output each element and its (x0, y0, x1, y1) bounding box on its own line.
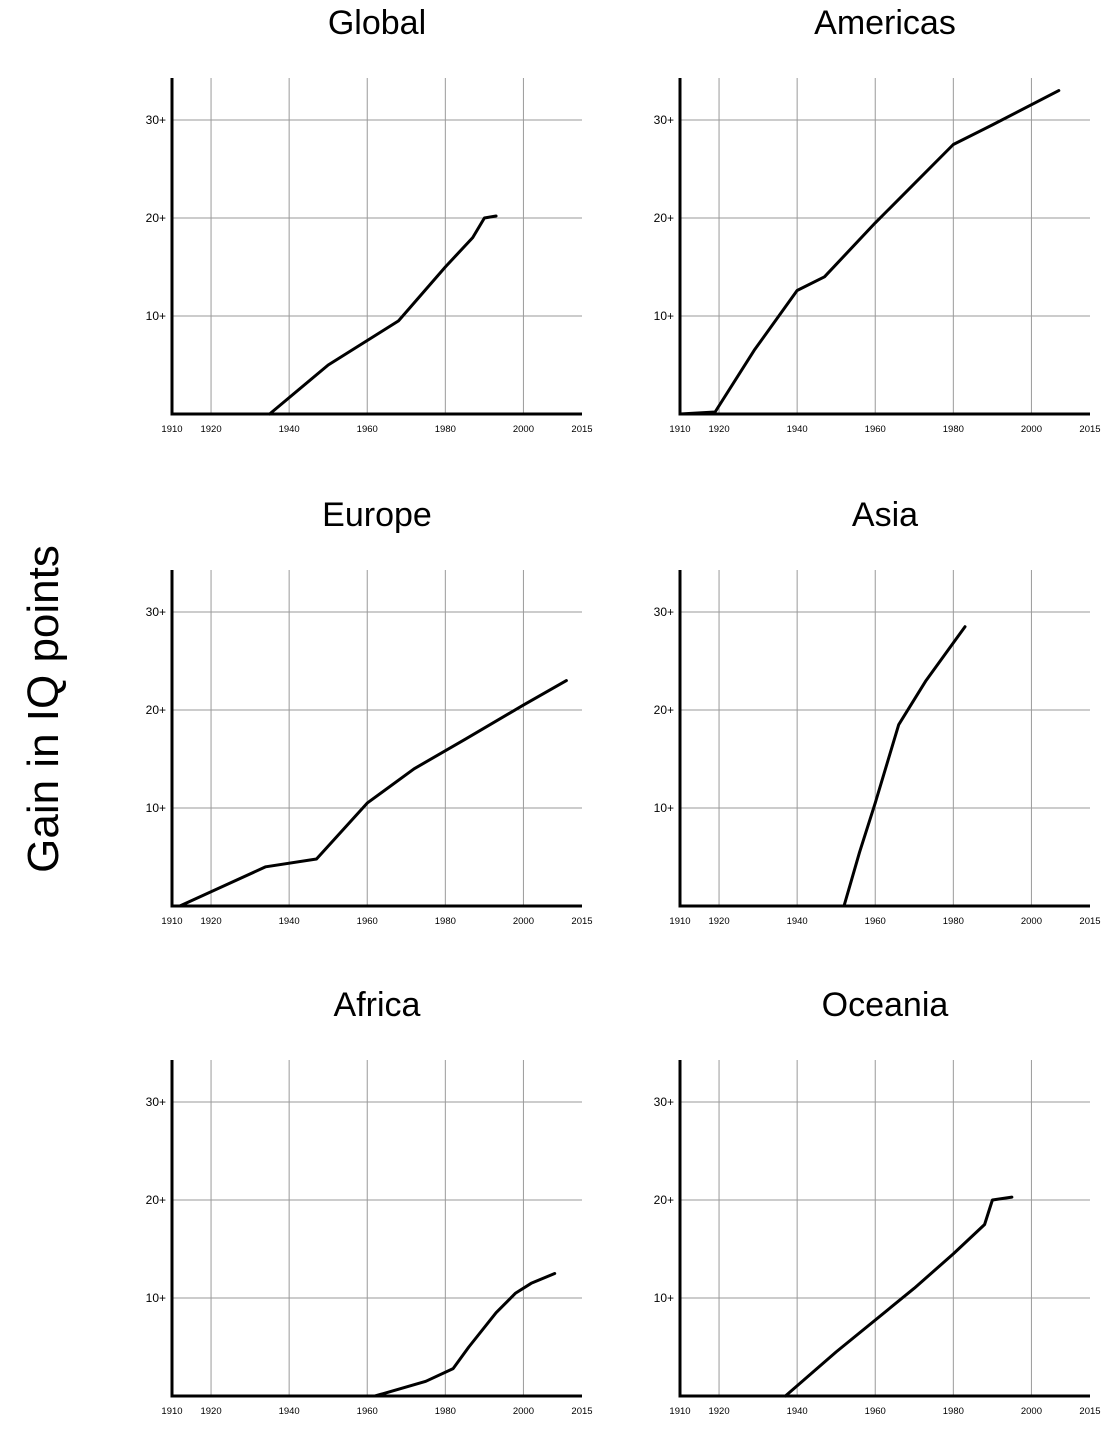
chart-title: Global (327, 4, 427, 42)
chart-panel-oceania: Oceania 10+ 20+ 30+ 1910 1920 1940 1960 1980 2000… (618, 982, 1110, 1452)
x-tick-label: 1940 (279, 916, 300, 927)
y-tick-label: 10+ (654, 801, 674, 815)
chart-panel-europe: Europe 10+ 20+ 30+ 1910 1920 1940 1960 1980 2000 2… (110, 492, 610, 962)
x-tick-label: 1980 (435, 424, 456, 435)
chart-svg: 10+ 20+ 30+ 1910 1920 1940 1960 1980 2000 2015 (654, 78, 1101, 435)
chart-svg: 10+ 20+ 30+ 1910 1920 1940 1960 1980 2000 2015 (654, 570, 1101, 927)
x-tick-label: 2000 (513, 424, 534, 435)
y-tick-label: 10+ (146, 1291, 166, 1305)
y-tick-label: 10+ (146, 801, 166, 815)
figure-y-axis-label: Gain in IQ points (19, 545, 68, 873)
x-tick-label: 1910 (669, 424, 690, 435)
y-tick-label: 20+ (146, 703, 166, 717)
y-tick-label: 30+ (146, 1095, 166, 1109)
x-tick-label: 1910 (161, 1406, 182, 1417)
x-tick-label: 1940 (279, 424, 300, 435)
x-tick-label: 1960 (357, 1406, 378, 1417)
x-tick-label: 2000 (513, 916, 534, 927)
y-tick-label: 30+ (146, 605, 166, 619)
x-tick-label: 1960 (865, 916, 886, 927)
chart-title: Oceania (821, 986, 949, 1024)
chart-title: Americas (814, 4, 956, 42)
chart-panel-americas: Americas 10+ 20+ 30+ 1910 1920 1940 1960 1980 200… (618, 0, 1110, 470)
series-line (268, 214, 498, 416)
x-tick-label: 2000 (1021, 424, 1042, 435)
x-tick-label: 1910 (161, 916, 182, 927)
y-tick-label: 10+ (654, 309, 674, 323)
y-tick-label: 30+ (654, 605, 674, 619)
series-line (842, 625, 967, 908)
x-tick-label: 1920 (200, 424, 221, 435)
x-tick-label: 1920 (200, 916, 221, 927)
y-tick-label: 10+ (654, 1291, 674, 1305)
y-tick-label: 20+ (146, 1193, 166, 1207)
series-line (783, 1195, 1014, 1398)
y-tick-label: 20+ (654, 211, 674, 225)
x-tick-label: 1910 (669, 916, 690, 927)
x-tick-label: 2000 (1021, 1406, 1042, 1417)
x-tick-label: 1920 (708, 424, 729, 435)
series-line (678, 89, 1061, 416)
series-line (373, 1272, 557, 1398)
series-line (178, 679, 568, 908)
x-tick-label: 2015 (1079, 424, 1100, 435)
x-tick-label: 2015 (1079, 916, 1100, 927)
x-tick-label: 1980 (435, 916, 456, 927)
chart-svg: 10+ 20+ 30+ 1910 1920 1940 1960 1980 2000 2015 (146, 570, 593, 927)
chart-svg: 10+ 20+ 30+ 1910 1920 1940 1960 1980 2000 2015 (146, 78, 593, 435)
x-tick-label: 1960 (357, 424, 378, 435)
y-tick-label: 30+ (654, 113, 674, 127)
x-tick-label: 1940 (787, 424, 808, 435)
x-tick-label: 2000 (513, 1406, 534, 1417)
y-tick-label: 20+ (654, 703, 674, 717)
x-tick-label: 1910 (669, 1406, 690, 1417)
x-tick-label: 1920 (200, 1406, 221, 1417)
x-tick-label: 1980 (943, 1406, 964, 1417)
chart-title: Africa (333, 986, 421, 1024)
x-tick-label: 1910 (161, 424, 182, 435)
x-tick-label: 2000 (1021, 916, 1042, 927)
x-tick-label: 1980 (943, 424, 964, 435)
x-tick-label: 1960 (865, 1406, 886, 1417)
chart-panel-africa: Africa 10+ 20+ 30+ 1910 1920 1940 1960 1980 2000 2… (110, 982, 610, 1452)
chart-title: Europe (322, 496, 432, 534)
x-tick-label: 2015 (571, 1406, 592, 1417)
x-tick-label: 2015 (571, 916, 592, 927)
x-tick-label: 1980 (435, 1406, 456, 1417)
y-tick-label: 30+ (654, 1095, 674, 1109)
chart-svg: 10+ 20+ 30+ 1910 1920 1940 1960 1980 2000 2015 (146, 1060, 593, 1417)
chart-title: Asia (851, 496, 919, 534)
x-tick-label: 2015 (571, 424, 592, 435)
x-tick-label: 1940 (279, 1406, 300, 1417)
y-tick-label: 10+ (146, 309, 166, 323)
y-tick-label: 20+ (654, 1193, 674, 1207)
x-tick-label: 1960 (357, 916, 378, 927)
chart-panel-global: Global 10+ 20+ 30+ 1910 1920 1940 1960 1980 2000 2… (110, 0, 610, 470)
y-tick-label: 30+ (146, 113, 166, 127)
chart-svg: 10+ 20+ 30+ 1910 1920 1940 1960 1980 2000 2015 (654, 1060, 1101, 1417)
chart-panel-asia: Asia 10+ 20+ 30+ 1910 1920 1940 1960 1980 2000 201… (618, 492, 1110, 962)
y-tick-label: 20+ (146, 211, 166, 225)
x-tick-label: 1920 (708, 916, 729, 927)
x-tick-label: 1940 (787, 1406, 808, 1417)
x-tick-label: 1960 (865, 424, 886, 435)
x-tick-label: 2015 (1079, 1406, 1100, 1417)
x-tick-label: 1980 (943, 916, 964, 927)
x-tick-label: 1920 (708, 1406, 729, 1417)
x-tick-label: 1940 (787, 916, 808, 927)
